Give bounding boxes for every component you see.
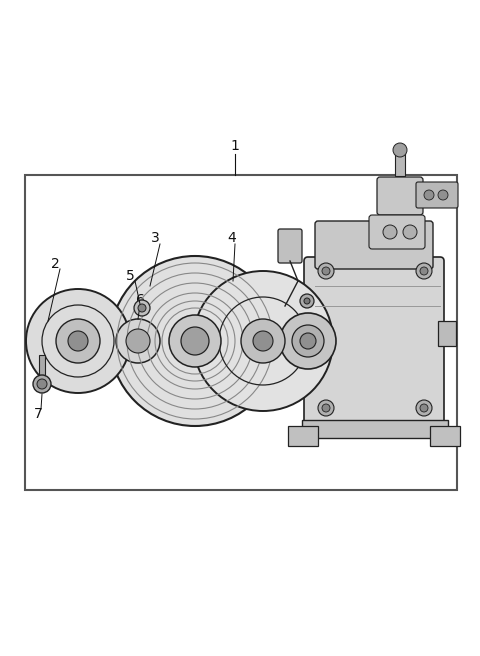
Bar [302, 420, 448, 438]
Circle shape [134, 300, 150, 316]
Circle shape [322, 267, 330, 275]
Circle shape [116, 319, 160, 363]
Circle shape [33, 375, 51, 393]
Bar [25, 175, 457, 490]
FancyBboxPatch shape [416, 182, 458, 208]
Text: 2: 2 [50, 257, 60, 271]
Circle shape [393, 143, 407, 157]
FancyBboxPatch shape [315, 221, 433, 269]
Circle shape [126, 329, 150, 353]
Circle shape [416, 400, 432, 416]
Circle shape [420, 404, 428, 412]
Circle shape [241, 319, 285, 363]
Text: 1: 1 [230, 139, 240, 153]
Circle shape [110, 256, 280, 426]
Circle shape [280, 313, 336, 369]
Circle shape [420, 267, 428, 275]
Circle shape [403, 225, 417, 239]
FancyBboxPatch shape [278, 229, 302, 263]
Circle shape [383, 225, 397, 239]
Bar [438, 321, 456, 346]
FancyBboxPatch shape [369, 215, 425, 249]
Circle shape [181, 327, 209, 355]
Circle shape [424, 190, 434, 200]
Bar [430, 426, 460, 446]
Circle shape [138, 304, 146, 312]
Text: 5: 5 [126, 269, 134, 283]
Bar [39, 355, 45, 375]
Circle shape [438, 190, 448, 200]
Bar [288, 426, 318, 446]
Circle shape [68, 331, 88, 351]
Text: 6: 6 [135, 293, 144, 307]
Circle shape [26, 289, 130, 393]
Circle shape [318, 400, 334, 416]
Bar [395, 151, 405, 176]
Circle shape [292, 325, 324, 357]
Circle shape [193, 271, 333, 411]
Text: 4: 4 [228, 231, 236, 245]
Circle shape [253, 331, 273, 351]
Circle shape [304, 298, 310, 304]
Text: 3: 3 [151, 231, 159, 245]
Circle shape [37, 379, 47, 389]
Text: 7: 7 [34, 407, 42, 421]
Circle shape [322, 404, 330, 412]
Circle shape [56, 319, 100, 363]
Circle shape [300, 294, 314, 308]
FancyBboxPatch shape [377, 177, 423, 215]
Circle shape [169, 315, 221, 367]
FancyBboxPatch shape [304, 257, 444, 430]
Circle shape [300, 333, 316, 349]
Circle shape [318, 263, 334, 279]
Circle shape [416, 263, 432, 279]
